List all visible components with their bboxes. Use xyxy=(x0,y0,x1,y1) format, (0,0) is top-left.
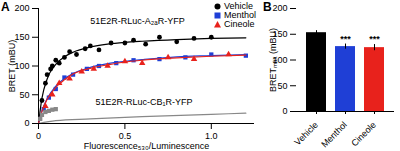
svg-text:200: 200 xyxy=(14,3,29,13)
svg-text:50: 50 xyxy=(19,90,29,100)
svg-text:1.0: 1.0 xyxy=(205,131,218,141)
svg-text:Fluorescence₅₃₀/Luminescence: Fluorescence₅₃₀/Luminescence xyxy=(84,141,210,151)
svg-text:Cineole: Cineole xyxy=(349,120,378,149)
svg-text:Menthol: Menthol xyxy=(319,120,349,150)
svg-text:100: 100 xyxy=(272,54,288,65)
svg-text:0: 0 xyxy=(36,131,41,141)
html-text:Menthol: Menthol xyxy=(224,10,256,20)
svg-text:50: 50 xyxy=(277,81,287,91)
svg-text:Vehicle: Vehicle xyxy=(292,120,320,148)
html-text:A: A xyxy=(1,0,10,14)
svg-text:150: 150 xyxy=(272,29,288,40)
svg-text:***: *** xyxy=(340,34,351,44)
svg-text:200: 200 xyxy=(272,3,287,13)
svg-text:100: 100 xyxy=(14,60,30,71)
html-text:Cineole: Cineole xyxy=(224,19,255,29)
svg-text:***: *** xyxy=(369,34,380,44)
svg-text:BRET (mBU): BRET (mBU) xyxy=(7,40,17,92)
html-text:B: B xyxy=(263,0,272,14)
svg-text:0: 0 xyxy=(24,118,29,128)
svg-text:150: 150 xyxy=(14,32,30,43)
html-text:Vehicle: Vehicle xyxy=(224,1,253,11)
svg-text:51E2R-RLuc-A₂ₐR-YFP: 51E2R-RLuc-A₂ₐR-YFP xyxy=(90,16,184,26)
svg-text:0: 0 xyxy=(282,106,287,116)
svg-text:0.5: 0.5 xyxy=(119,131,132,141)
svg-text:BRETₘₐₓ (mBU): BRETₘₐₓ (mBU) xyxy=(268,28,278,92)
svg-text:51E2R-RLuc-CB₁R-YFP: 51E2R-RLuc-CB₁R-YFP xyxy=(96,97,193,107)
